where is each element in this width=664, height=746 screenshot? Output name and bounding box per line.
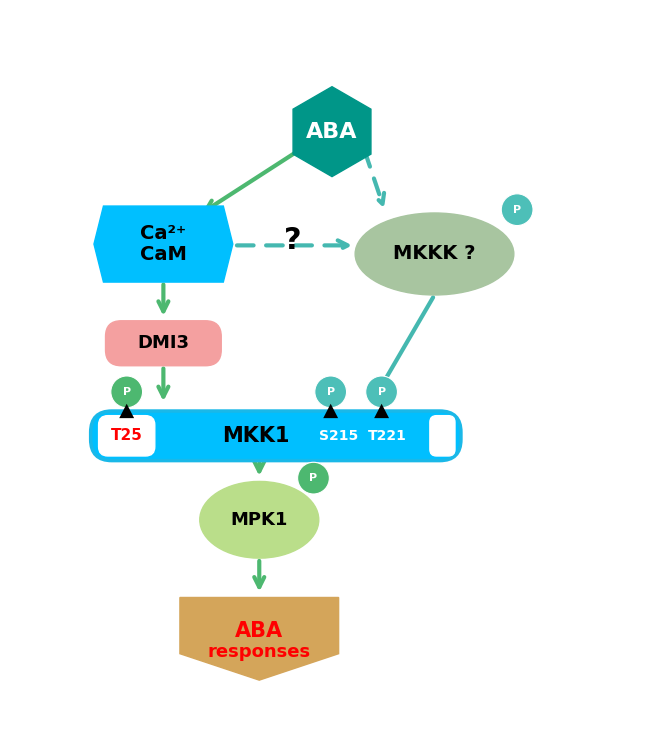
Circle shape — [111, 376, 143, 408]
Text: ABA: ABA — [235, 621, 284, 642]
Polygon shape — [374, 404, 389, 418]
Polygon shape — [293, 87, 371, 177]
Polygon shape — [180, 598, 339, 680]
FancyBboxPatch shape — [98, 416, 155, 456]
Circle shape — [366, 376, 398, 408]
Text: Ca²⁺: Ca²⁺ — [140, 224, 187, 243]
Circle shape — [315, 376, 347, 408]
Text: P: P — [123, 387, 131, 397]
Circle shape — [501, 194, 533, 225]
Text: MKKK ?: MKKK ? — [393, 245, 475, 263]
Text: S215: S215 — [319, 429, 359, 443]
Text: DMI3: DMI3 — [137, 334, 189, 352]
Text: ?: ? — [284, 226, 301, 255]
Polygon shape — [323, 404, 338, 418]
FancyBboxPatch shape — [91, 411, 461, 460]
Text: P: P — [378, 387, 386, 397]
FancyBboxPatch shape — [106, 321, 221, 366]
Text: P: P — [327, 387, 335, 397]
Polygon shape — [94, 206, 233, 282]
Ellipse shape — [200, 481, 319, 558]
Circle shape — [297, 463, 329, 494]
Ellipse shape — [355, 213, 514, 295]
Text: T221: T221 — [367, 429, 406, 443]
Text: P: P — [513, 204, 521, 215]
FancyBboxPatch shape — [430, 416, 455, 456]
Text: responses: responses — [208, 643, 311, 661]
Polygon shape — [120, 404, 134, 418]
Text: CaM: CaM — [140, 245, 187, 264]
Text: ABA: ABA — [306, 122, 358, 142]
Text: MPK1: MPK1 — [230, 511, 288, 529]
Text: P: P — [309, 473, 317, 483]
Text: T25: T25 — [111, 428, 143, 443]
Text: MKK1: MKK1 — [222, 426, 290, 446]
